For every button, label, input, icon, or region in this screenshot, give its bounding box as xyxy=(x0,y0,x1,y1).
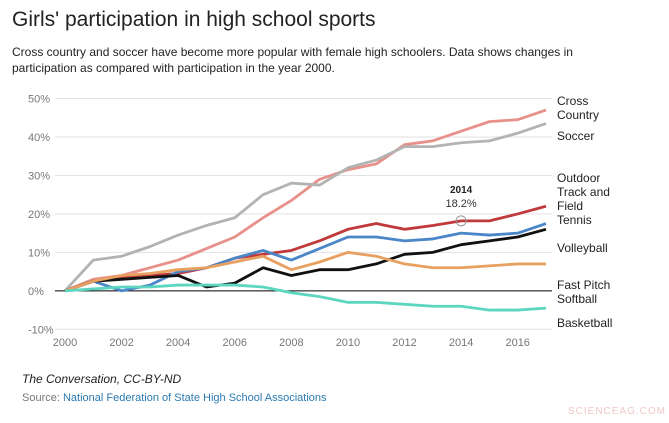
x-tick-label: 2000 xyxy=(53,337,77,349)
y-tick-label: 20% xyxy=(28,209,50,221)
legend-label: Soccer xyxy=(557,129,595,143)
series-line xyxy=(63,122,547,292)
x-tick-label: 2014 xyxy=(449,337,473,349)
series-line xyxy=(64,227,547,293)
y-tick-label: -10% xyxy=(28,324,54,336)
legend-label: Fast Pitch Softball xyxy=(557,278,611,306)
source-label: Source: xyxy=(22,392,60,404)
watermark: SCIENCEAG.COM xyxy=(568,406,667,417)
series-line xyxy=(64,108,547,293)
x-tick-label: 2004 xyxy=(166,337,190,349)
annotation-title: 2014 xyxy=(450,185,473,196)
y-tick-label: 10% xyxy=(28,247,50,259)
y-tick-label: 30% xyxy=(28,170,50,182)
source-link[interactable]: National Federation of State High School… xyxy=(62,392,327,404)
legend-label: Basketball xyxy=(557,316,613,330)
series-line xyxy=(64,283,547,312)
legend-label: Outdoor Track and Field xyxy=(557,171,610,213)
x-tick-label: 2006 xyxy=(223,337,247,349)
series-line xyxy=(64,250,546,293)
y-tick-label: 40% xyxy=(28,132,50,144)
y-tick-label: 0% xyxy=(28,286,44,298)
source: Source: National Federation of State Hig… xyxy=(22,392,327,404)
credit: The Conversation, CC-BY-ND xyxy=(22,372,182,386)
x-tick-label: 2002 xyxy=(109,337,133,349)
chart-subtitle: Cross country and soccer have become mor… xyxy=(12,45,573,75)
legend-label: Tennis xyxy=(557,213,592,227)
legend-label: Cross Country xyxy=(557,94,600,122)
x-tick-label: 2012 xyxy=(392,337,416,349)
x-tick-label: 2010 xyxy=(336,337,360,349)
x-tick-label: 2016 xyxy=(505,337,529,349)
annotation-marker xyxy=(455,215,467,227)
legend-label: Volleyball xyxy=(557,241,608,255)
y-tick-label: 50% xyxy=(28,94,50,106)
x-tick-label: 2008 xyxy=(279,337,303,349)
series-line xyxy=(64,222,547,293)
chart-title: Girls' participation in high school spor… xyxy=(12,8,376,31)
annotation-text: 18.2% xyxy=(446,198,477,210)
